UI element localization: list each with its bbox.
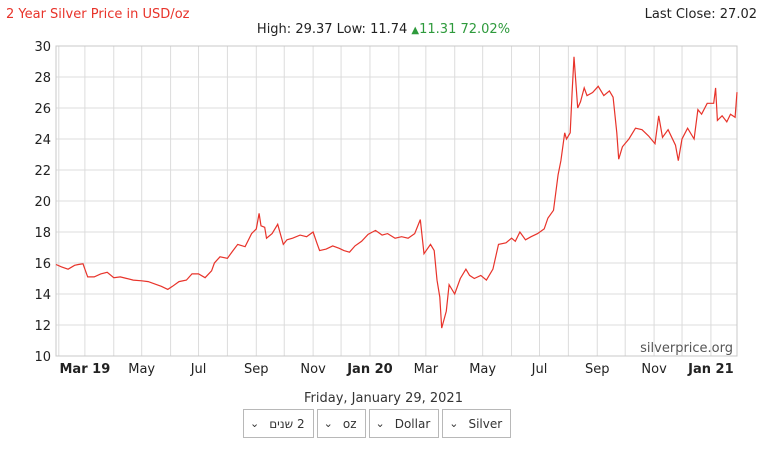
y-tick-label: 12	[34, 319, 51, 334]
x-tick-label: May	[128, 362, 155, 377]
range-select[interactable]: ⌄ 2 שנים	[243, 409, 314, 438]
y-tick-label: 14	[34, 288, 51, 303]
x-tick-label: Mar 19	[60, 362, 111, 377]
unit-select[interactable]: ⌄ oz	[316, 409, 366, 438]
metal-select[interactable]: ⌄ Silver	[442, 409, 512, 438]
y-tick-label: 30	[34, 40, 51, 55]
currency-select-label: Dollar	[394, 416, 431, 431]
chevron-down-icon: ⌄	[323, 417, 333, 430]
y-tick-label: 16	[34, 257, 51, 272]
price-stats: High: 29.37 Low: 11.74 ▲11.31 72.02%	[0, 22, 767, 37]
chart-controls: ⌄ 2 שנים ⌄ oz ⌄ Dollar ⌄ Silver	[243, 409, 512, 438]
grid	[56, 45, 737, 357]
metal-select-label: Silver	[468, 416, 503, 431]
x-tick-label: May	[469, 362, 496, 377]
change-percent: 72.02%	[460, 22, 511, 37]
price-chart: 10 12 14 16 18 20 22 24 26 28 30 Mar 19 May Jul Sep No…	[34, 40, 738, 377]
unit-select-label: oz	[342, 416, 357, 431]
y-tick-label: 18	[34, 226, 51, 241]
price-line	[55, 56, 738, 329]
x-tick-label: Nov	[641, 362, 667, 377]
y-axis: 10 12 14 16 18 20 22 24 26 28 30	[34, 40, 51, 365]
range-select-label: 2 שנים	[269, 416, 305, 431]
currency-select[interactable]: ⌄ Dollar	[368, 409, 440, 438]
triangle-up-icon: ▲	[411, 25, 420, 36]
change-absolute: 11.31	[419, 22, 457, 37]
plot-frame	[55, 45, 738, 357]
last-close: Last Close: 27.02	[644, 7, 757, 22]
x-tick-label: Mar	[414, 362, 439, 377]
x-tick-label: Jul	[190, 362, 207, 377]
x-tick-label: Sep	[244, 362, 269, 377]
y-tick-label: 26	[34, 102, 51, 117]
selected-date: Friday, January 29, 2021	[304, 391, 463, 406]
x-axis: Mar 19 May Jul Sep Nov Jan 20 Mar May Jul Sep Nov J…	[60, 362, 734, 377]
x-tick-label: Nov	[300, 362, 326, 377]
watermark: silverprice.org	[640, 341, 733, 356]
y-tick-label: 28	[34, 71, 51, 86]
chevron-down-icon: ⌄	[449, 417, 459, 430]
x-tick-label: Sep	[585, 362, 610, 377]
x-tick-label: Jan 20	[346, 362, 392, 377]
y-tick-label: 20	[34, 195, 51, 210]
y-tick-label: 24	[34, 133, 51, 148]
chevron-down-icon: ⌄	[375, 417, 385, 430]
high-low: High: 29.37 Low: 11.74	[256, 22, 408, 37]
chart-title: 2 Year Silver Price in USD/oz	[6, 7, 190, 22]
chevron-down-icon: ⌄	[250, 417, 260, 430]
x-tick-label: Jul	[531, 362, 548, 377]
y-tick-label: 10	[34, 350, 51, 365]
x-tick-label: Jan 21	[687, 362, 733, 377]
y-tick-label: 22	[34, 164, 51, 179]
